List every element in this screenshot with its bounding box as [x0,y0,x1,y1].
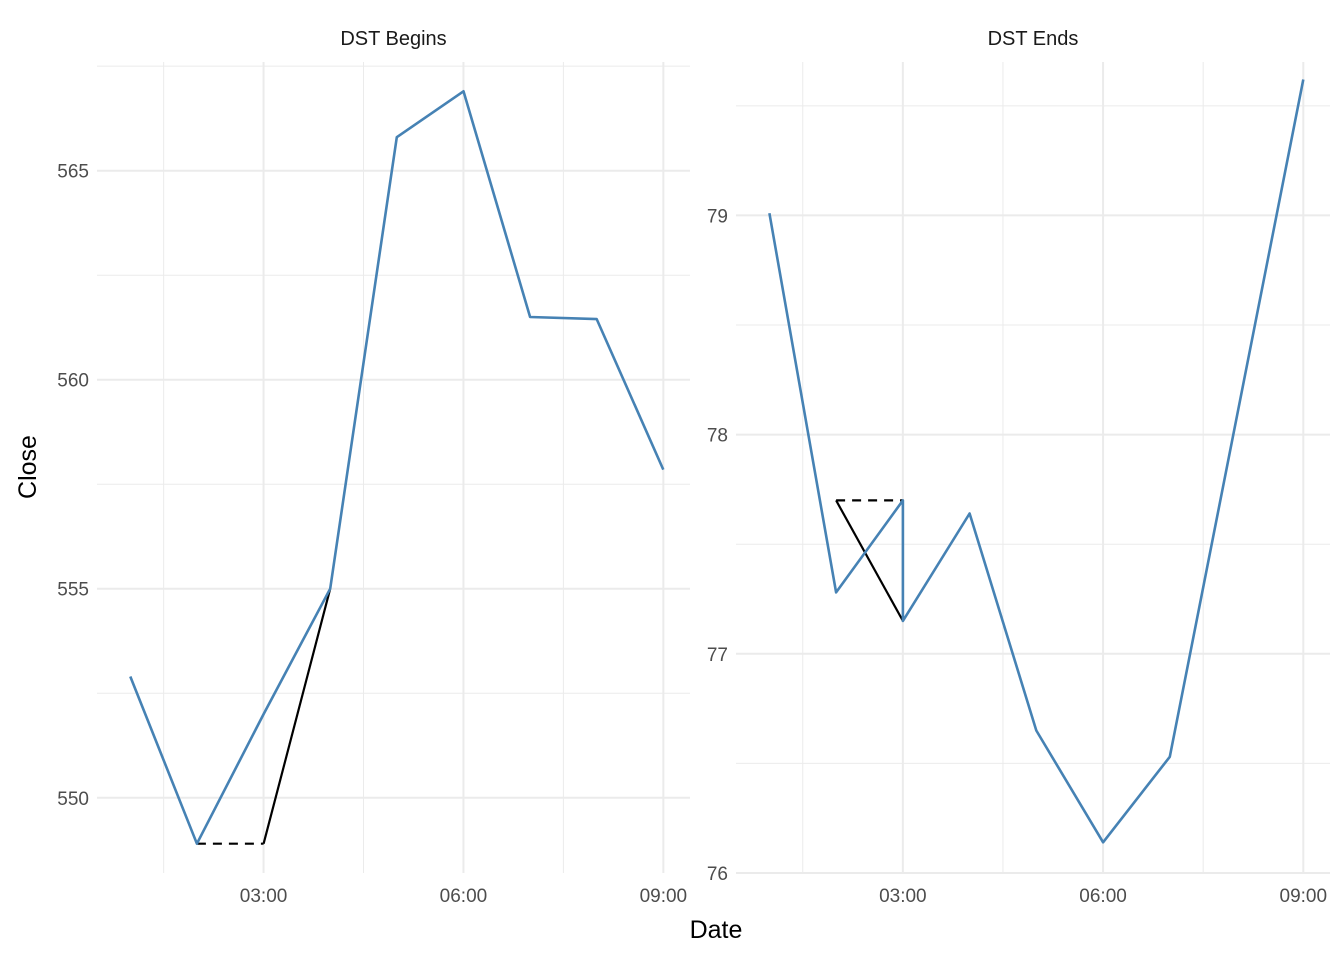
y-axis-title: Close [14,435,42,499]
y-tick-label: 560 [57,371,89,392]
x-axis-title: Date [690,916,743,944]
y-tick-label: 79 [707,206,728,227]
series-line-black [835,499,904,622]
panel-title: DST Begins [340,28,446,50]
x-tick-label: 06:00 [440,886,488,907]
x-tick-label: 03:00 [879,886,927,907]
x-tick-label: 09:00 [1280,886,1328,907]
y-tick-label: 78 [707,426,728,447]
x-tick-label: 09:00 [640,886,688,907]
y-tick-label: 550 [57,789,89,810]
panel-dst-begins: 550 555 560 565 03:00 06:00 09:00 DST Begins [57,28,690,907]
series-line-main [129,90,665,846]
y-tick-label: 76 [707,864,728,885]
y-tick-label: 565 [57,162,89,183]
panel-dst-ends: 76 77 78 79 03:00 06:00 09:00 DST Ends [707,28,1330,907]
y-tick-label: 77 [707,645,728,666]
y-tick-label: 555 [57,580,89,601]
panel-title: DST Ends [988,28,1079,50]
series-line-black [262,588,332,844]
x-tick-label: 06:00 [1079,886,1127,907]
x-tick-label: 03:00 [240,886,288,907]
series-line-main [768,79,1305,844]
